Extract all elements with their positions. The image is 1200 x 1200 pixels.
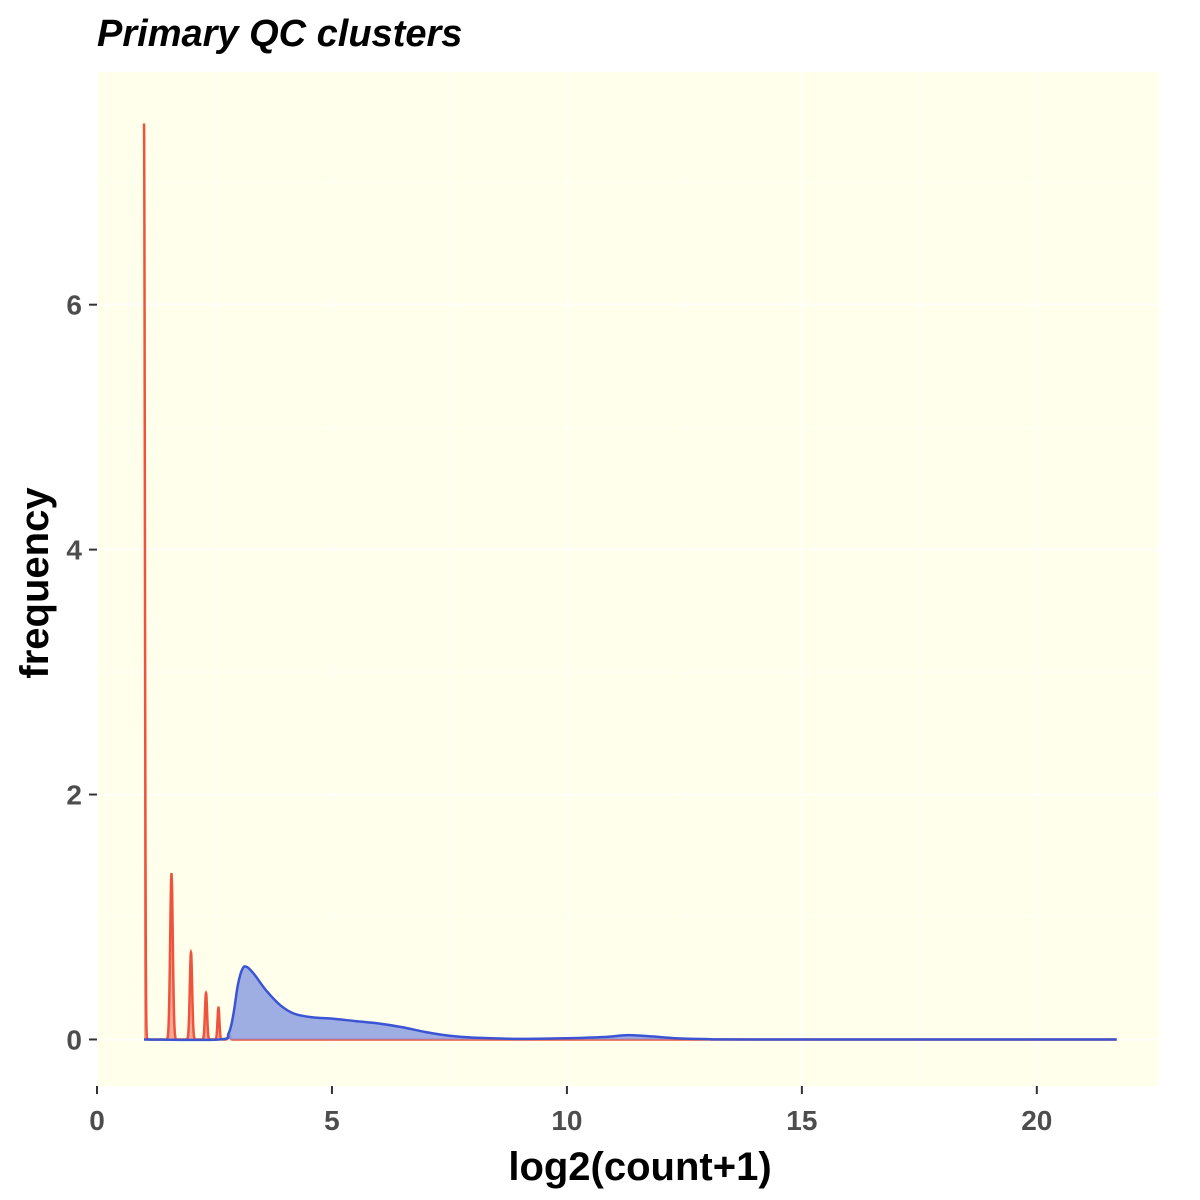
- y-tick-label: 4: [66, 535, 82, 566]
- x-tick-label: 15: [786, 1105, 817, 1136]
- x-axis-title: log2(count+1): [508, 1145, 771, 1189]
- x-tick-label: 5: [324, 1105, 340, 1136]
- grid-lines: [96, 72, 1159, 1086]
- y-tick-label: 6: [66, 290, 82, 321]
- plot-panel: [97, 72, 1159, 1086]
- y-axis: 0 2 4 6: [66, 290, 97, 1055]
- x-tick-label: 10: [551, 1105, 582, 1136]
- y-tick-label: 0: [66, 1024, 82, 1055]
- y-axis-title: frequency: [13, 487, 57, 679]
- x-tick-label: 0: [89, 1105, 105, 1136]
- x-axis: 0 5 10 15 20: [89, 1086, 1052, 1136]
- blue-density-series: [143, 965, 1117, 1042]
- chart-title: Primary QC clusters: [97, 13, 462, 55]
- blue-density-line: [143, 965, 1117, 1042]
- y-tick-label: 2: [66, 780, 82, 811]
- x-tick-label: 20: [1021, 1105, 1052, 1136]
